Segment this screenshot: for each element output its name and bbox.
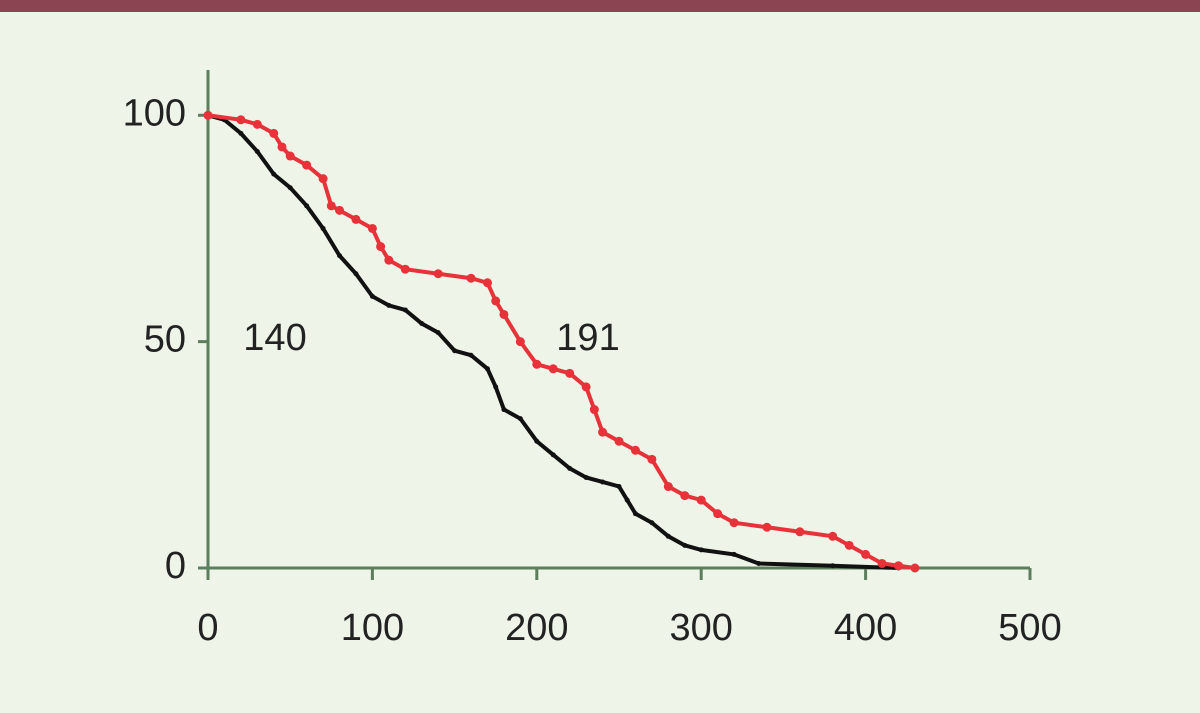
point [466,273,476,283]
point [402,307,408,313]
point [583,474,589,480]
point [762,522,772,532]
point [624,497,630,503]
x-tick-label: 0 [197,607,218,649]
point [828,531,838,541]
point [254,148,260,154]
point [756,560,762,566]
point [532,359,542,369]
point [353,271,359,277]
point [713,509,723,519]
point [269,128,279,138]
y-tick-label: 100 [123,92,186,134]
point [616,484,622,490]
y-tick-label: 50 [144,319,186,361]
point [729,518,739,528]
point [877,558,887,568]
point [600,479,606,485]
point [367,223,377,233]
point [630,445,640,455]
point [491,296,501,306]
point [830,563,836,569]
point [680,491,690,501]
point [376,242,386,252]
point [534,438,540,444]
point [581,382,591,392]
point [647,454,657,464]
x-tick-label: 100 [341,607,404,649]
point [203,110,213,120]
point [632,511,638,517]
point [731,551,737,557]
point [567,465,573,471]
point [302,160,312,170]
point [861,549,871,559]
point [287,185,293,191]
point [468,352,474,358]
point [419,321,425,327]
point [844,540,854,550]
point [271,171,277,177]
point [369,293,375,299]
point [433,269,443,279]
point [335,205,345,215]
point [337,253,343,259]
point [484,366,490,372]
point [649,520,655,526]
top-bar [0,0,1200,12]
x-tick-label: 200 [505,607,568,649]
point [277,142,287,152]
x-tick-label: 400 [834,607,897,649]
point [614,436,624,446]
point [698,547,704,553]
point [550,452,556,458]
point [517,416,523,422]
point [351,214,361,224]
survival-line [207,113,899,570]
point [238,130,244,136]
point [682,542,688,548]
point [893,561,903,571]
annotation: 140 [243,317,306,359]
point [386,302,392,308]
point [326,201,336,211]
point [318,174,328,184]
point [663,482,673,492]
point [384,255,394,265]
point [493,384,499,390]
point [252,119,262,129]
point [452,348,458,354]
point [320,225,326,231]
x-tick-label: 500 [998,607,1061,649]
point [285,151,295,161]
x-tick-label: 300 [669,607,732,649]
point [435,330,441,336]
annotation: 191 [556,317,619,359]
point [910,563,920,573]
y-tick-label: 0 [165,545,186,587]
point [400,264,410,274]
point [515,337,525,347]
point [795,527,805,537]
point [696,495,706,505]
point [304,203,310,209]
point [548,364,558,374]
point [565,368,575,378]
point [589,405,599,415]
point [482,278,492,288]
point [236,115,246,125]
point [665,533,671,539]
point [501,407,507,413]
point [499,309,509,319]
point [598,427,608,437]
